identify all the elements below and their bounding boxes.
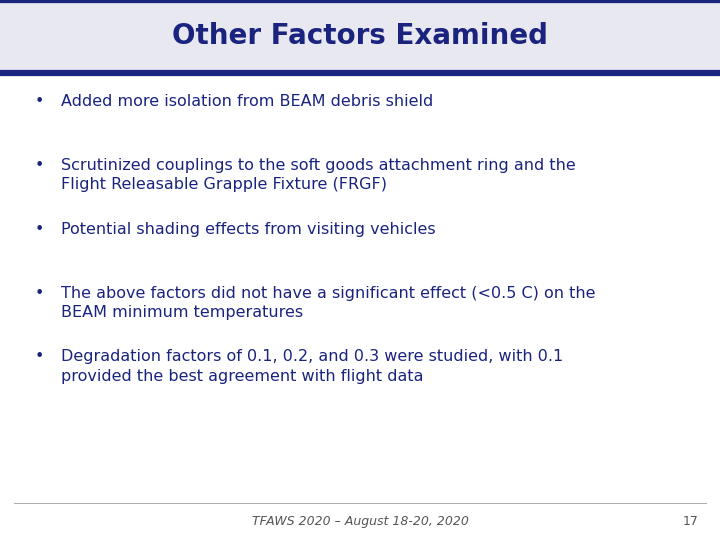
Text: TFAWS 2020 – August 18-20, 2020: TFAWS 2020 – August 18-20, 2020	[251, 515, 469, 528]
Text: The above factors did not have a significant effect (<0.5 C) on the
BEAM minimum: The above factors did not have a signifi…	[61, 286, 595, 320]
Text: Added more isolation from BEAM debris shield: Added more isolation from BEAM debris sh…	[61, 94, 433, 110]
Text: •: •	[35, 222, 45, 237]
Text: •: •	[35, 158, 45, 173]
Bar	[0, 0, 720, 73]
Text: Scrutinized couplings to the soft goods attachment ring and the
Flight Releasabl: Scrutinized couplings to the soft goods …	[61, 158, 576, 192]
Text: 17: 17	[683, 515, 698, 528]
Text: Degradation factors of 0.1, 0.2, and 0.3 were studied, with 0.1
provided the bes: Degradation factors of 0.1, 0.2, and 0.3…	[61, 349, 564, 383]
Text: •: •	[35, 286, 45, 301]
Text: •: •	[35, 94, 45, 110]
Text: •: •	[35, 349, 45, 364]
Text: Potential shading effects from visiting vehicles: Potential shading effects from visiting …	[61, 222, 436, 237]
Text: Other Factors Examined: Other Factors Examined	[172, 23, 548, 50]
